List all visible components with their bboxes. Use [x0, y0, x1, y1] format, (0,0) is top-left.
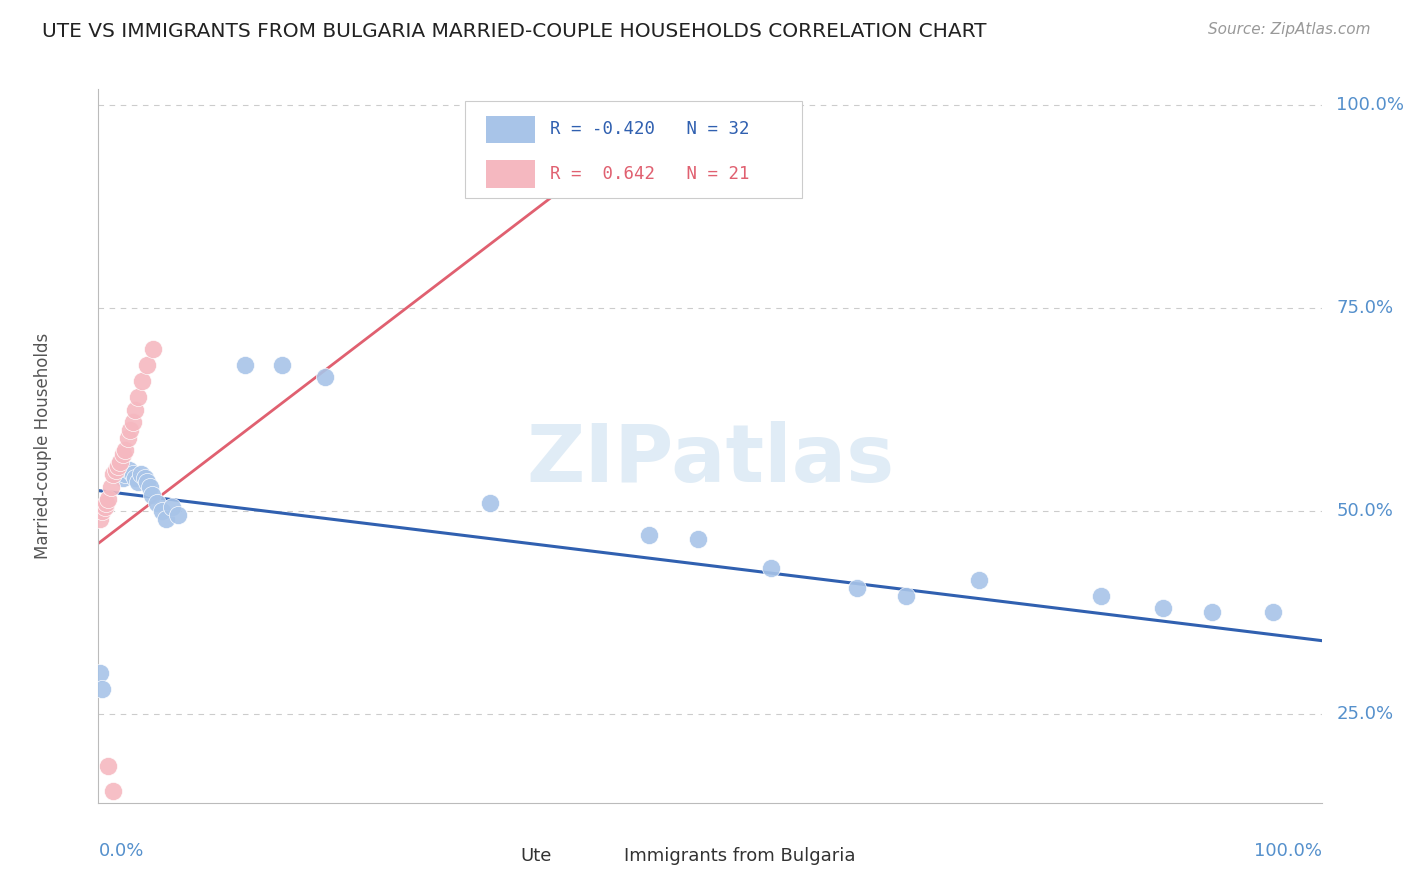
- Point: [89, 512, 111, 526]
- Point: [114, 467, 136, 482]
- Point: [146, 496, 169, 510]
- Text: Ute: Ute: [520, 847, 551, 865]
- Point: [118, 463, 141, 477]
- Text: 25.0%: 25.0%: [1336, 705, 1393, 723]
- FancyBboxPatch shape: [582, 848, 616, 864]
- Point: [1090, 589, 1112, 603]
- Point: [127, 390, 149, 404]
- Point: [124, 402, 146, 417]
- Point: [136, 475, 159, 490]
- Point: [124, 471, 146, 485]
- Point: [141, 488, 163, 502]
- Point: [121, 415, 143, 429]
- Point: [91, 682, 114, 697]
- Text: ZIPatlas: ZIPatlas: [526, 421, 894, 500]
- Text: Married-couple Households: Married-couple Households: [34, 333, 52, 559]
- Point: [93, 500, 115, 514]
- Point: [160, 500, 183, 514]
- Text: UTE VS IMMIGRANTS FROM BULGARIA MARRIED-COUPLE HOUSEHOLDS CORRELATION CHART: UTE VS IMMIGRANTS FROM BULGARIA MARRIED-…: [42, 22, 987, 41]
- Point: [894, 589, 917, 603]
- Point: [478, 496, 501, 510]
- Point: [761, 560, 783, 574]
- Point: [114, 443, 136, 458]
- Point: [136, 358, 159, 372]
- Point: [314, 370, 336, 384]
- Point: [91, 504, 114, 518]
- Text: 100.0%: 100.0%: [1336, 96, 1405, 114]
- Point: [167, 508, 190, 522]
- Point: [127, 475, 149, 490]
- Point: [97, 759, 120, 773]
- Point: [150, 504, 173, 518]
- FancyBboxPatch shape: [465, 102, 801, 198]
- Point: [142, 342, 165, 356]
- Point: [845, 581, 868, 595]
- Text: 50.0%: 50.0%: [1336, 502, 1393, 520]
- FancyBboxPatch shape: [486, 161, 536, 187]
- Text: 75.0%: 75.0%: [1336, 299, 1393, 318]
- Point: [1152, 601, 1174, 615]
- Point: [1261, 605, 1284, 619]
- Point: [104, 463, 127, 477]
- Point: [270, 358, 294, 372]
- Text: 100.0%: 100.0%: [1254, 842, 1322, 860]
- Point: [110, 455, 132, 469]
- Point: [120, 423, 142, 437]
- Point: [1201, 605, 1223, 619]
- Point: [139, 479, 162, 493]
- Text: Immigrants from Bulgaria: Immigrants from Bulgaria: [624, 847, 856, 865]
- Point: [89, 666, 111, 681]
- Point: [967, 573, 990, 587]
- Point: [134, 471, 156, 485]
- Point: [637, 528, 661, 542]
- Text: R =  0.642   N = 21: R = 0.642 N = 21: [550, 165, 749, 183]
- Point: [129, 467, 152, 482]
- Point: [111, 471, 134, 485]
- Point: [94, 496, 117, 510]
- FancyBboxPatch shape: [478, 848, 512, 864]
- Point: [117, 431, 139, 445]
- Text: Source: ZipAtlas.com: Source: ZipAtlas.com: [1208, 22, 1371, 37]
- Text: R = -0.420   N = 32: R = -0.420 N = 32: [550, 120, 749, 138]
- Point: [101, 783, 124, 797]
- Point: [155, 512, 177, 526]
- Point: [107, 459, 129, 474]
- Point: [233, 358, 256, 372]
- Point: [101, 467, 124, 482]
- Text: 0.0%: 0.0%: [98, 842, 143, 860]
- Point: [97, 491, 120, 506]
- Point: [111, 447, 134, 461]
- Point: [100, 479, 122, 493]
- Point: [686, 533, 709, 547]
- Point: [121, 467, 143, 482]
- Point: [131, 374, 153, 388]
- FancyBboxPatch shape: [486, 116, 536, 143]
